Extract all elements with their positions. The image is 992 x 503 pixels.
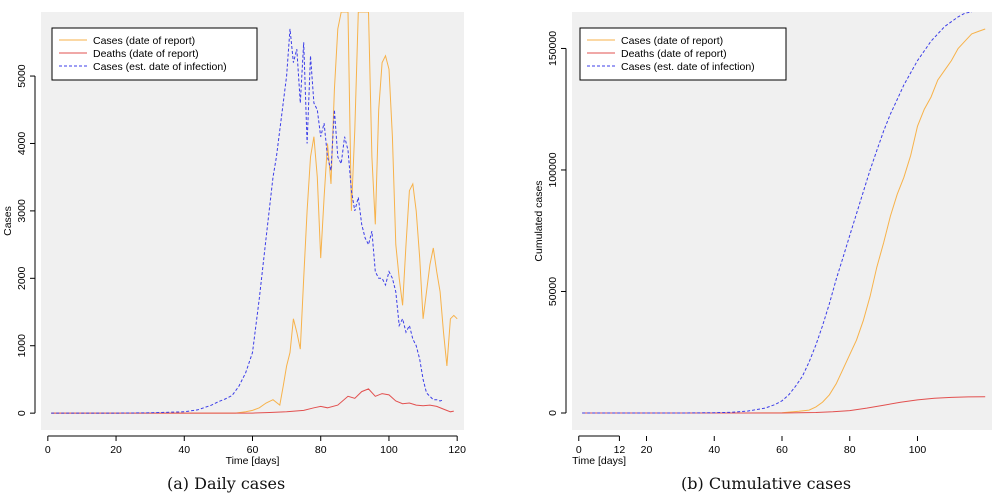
- caption-cumulative-cases: (b) Cumulative cases: [681, 474, 852, 493]
- legend-label-1: Deaths (date of report): [621, 48, 727, 60]
- y-tick-label: 0: [16, 410, 28, 416]
- x-tick-label: 80: [315, 444, 327, 456]
- x-tick-label: 12: [614, 444, 626, 456]
- y-tick-label: 3000: [16, 199, 28, 223]
- legend: Cases (date of report)Deaths (date of re…: [51, 27, 258, 81]
- x-tick-label: 40: [708, 444, 720, 456]
- x-tick-label: 120: [448, 444, 466, 456]
- y-tick-label: 100000: [547, 152, 559, 187]
- series-line-2: [582, 12, 972, 414]
- series-line-1: [51, 388, 454, 414]
- x-tick-label: 20: [110, 444, 122, 456]
- x-tick-label: 60: [247, 444, 259, 456]
- x-axis: 0 20 40 60 80 100 120 Time [days]: [45, 435, 466, 467]
- chart-daily-cases: 0 20 40 60 80 100 120 Time [days] 0 1000 2000 3000 4…: [2, 12, 466, 467]
- y-tick-label: 2000: [16, 266, 28, 290]
- legend-label-0: Cases (date of report): [93, 35, 195, 47]
- x-tick-label: 20: [641, 444, 653, 456]
- y-axis: 0 50000 100000 150000 Cumulated cases: [533, 31, 567, 416]
- series-line-1: [582, 396, 986, 414]
- plot-area: [572, 12, 992, 430]
- x-axis-label: Time [days]: [572, 455, 626, 467]
- y-tick-label: 50000: [547, 277, 559, 306]
- y-axis-label: Cases: [2, 206, 14, 236]
- y-tick-label: 1000: [16, 334, 28, 358]
- x-tick-label: 0: [45, 444, 51, 456]
- series-line-0: [51, 12, 458, 414]
- x-tick-label: 80: [844, 444, 856, 456]
- y-tick-label: 0: [547, 410, 559, 416]
- y-axis: 0 1000 2000 3000 4000 5000 Cases: [2, 64, 36, 416]
- legend-label-1: Deaths (date of report): [93, 48, 199, 60]
- y-tick-label: 4000: [16, 132, 28, 156]
- legend-label-2: Cases (est. date of infection): [93, 61, 227, 73]
- legend-label-0: Cases (date of report): [621, 35, 723, 47]
- legend-box: [579, 27, 787, 81]
- plot-area: [41, 12, 464, 430]
- x-tick-label: 100: [380, 444, 398, 456]
- y-tick-label: 150000: [547, 31, 559, 66]
- legend: Cases (date of report)Deaths (date of re…: [579, 27, 787, 81]
- x-tick-label: 60: [776, 444, 788, 456]
- x-axis-label: Time [days]: [226, 455, 280, 467]
- legend-box: [51, 27, 258, 81]
- x-tick-label: 100: [909, 444, 927, 456]
- x-tick-label: 40: [178, 444, 190, 456]
- legend-label-2: Cases (est. date of infection): [621, 61, 755, 73]
- caption-daily-cases: (a) Daily cases: [167, 474, 286, 493]
- y-tick-label: 5000: [16, 64, 28, 88]
- x-tick-label: 0: [576, 444, 582, 456]
- y-axis-label: Cumulated cases: [533, 180, 545, 261]
